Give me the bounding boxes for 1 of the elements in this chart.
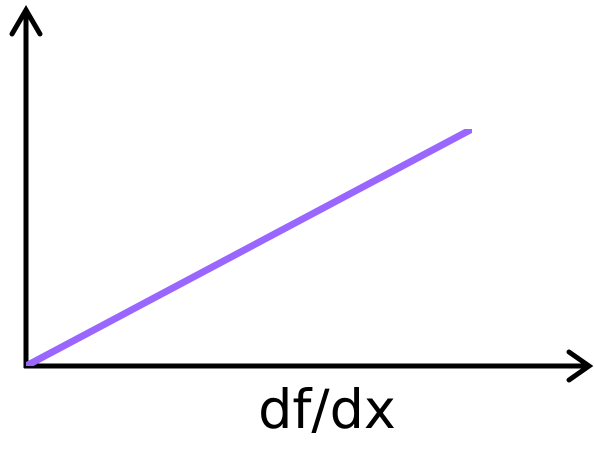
x-axis-title: df/dx	[258, 378, 396, 441]
